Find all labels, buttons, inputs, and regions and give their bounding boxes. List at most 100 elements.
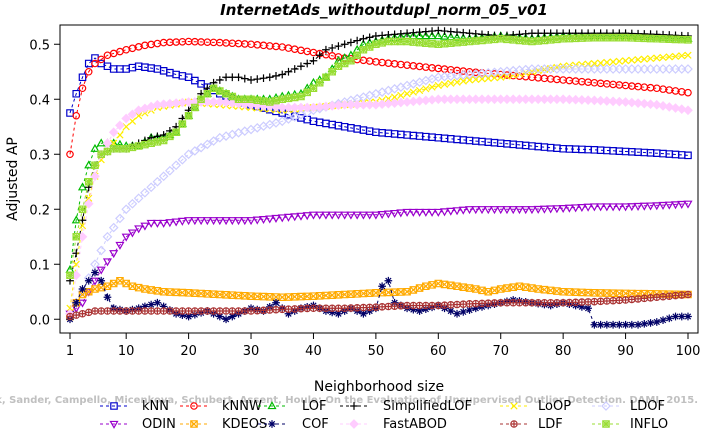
point-fastabod-65 xyxy=(464,94,475,105)
point-inflo-77 xyxy=(540,36,549,45)
point-fastabod-68 xyxy=(483,94,494,105)
point-inflo-88 xyxy=(609,33,617,42)
legend-marker-loop xyxy=(510,402,518,410)
point-ldf-40 xyxy=(309,304,318,313)
point-ldf-30 xyxy=(247,307,255,315)
point-fastabod-96 xyxy=(658,101,668,111)
point-odin-98 xyxy=(670,201,681,210)
point-odin-57 xyxy=(415,208,425,217)
point-inflo-52 xyxy=(384,37,393,46)
point-odin-54 xyxy=(396,209,406,218)
point-simplifiedlof-47 xyxy=(353,36,361,45)
series-odin xyxy=(65,200,693,319)
series-knnw xyxy=(66,37,692,159)
point-fastabod-61 xyxy=(439,94,450,105)
point-ldf-39 xyxy=(303,304,312,313)
point-odin-91 xyxy=(627,203,637,212)
legend-label-simplifiedlof: SimplifiedLOF xyxy=(383,399,472,414)
point-ldf-67 xyxy=(478,299,486,308)
point-ldf-96 xyxy=(659,292,667,301)
point-fastabod-67 xyxy=(477,94,487,105)
point-ldof-17 xyxy=(165,165,175,176)
point-inflo-21 xyxy=(191,103,199,112)
point-ldof-10 xyxy=(121,204,132,215)
point-loop-95 xyxy=(653,54,661,62)
point-loop-88 xyxy=(609,58,617,66)
point-loop-85 xyxy=(590,59,598,68)
point-inflo-37 xyxy=(290,93,299,102)
y-tick-label: 0.0 xyxy=(29,313,50,328)
point-inflo-45 xyxy=(340,59,349,68)
point-fastabod-74 xyxy=(520,94,531,105)
point-ldof-9 xyxy=(115,213,125,224)
point-fastabod-64 xyxy=(458,94,469,105)
point-loop-59 xyxy=(428,83,436,91)
point-fastabod-92 xyxy=(633,98,643,108)
point-inflo-24 xyxy=(209,84,218,93)
point-ldf-24 xyxy=(209,307,218,315)
legend-entry-inflo: INFLO xyxy=(592,417,668,432)
point-ldf-4 xyxy=(84,308,93,317)
point-odin-27 xyxy=(227,217,237,226)
legend-label-cof: COF xyxy=(302,417,329,432)
point-odin-73 xyxy=(514,206,525,215)
point-ldof-89 xyxy=(614,64,625,74)
point-ldof-77 xyxy=(539,64,550,74)
point-ldf-94 xyxy=(646,293,655,302)
point-inflo-64 xyxy=(459,38,468,46)
point-inflo-34 xyxy=(272,96,280,105)
point-ldof-22 xyxy=(196,142,206,153)
point-ldf-78 xyxy=(546,298,555,307)
point-cof-27 xyxy=(228,312,237,321)
point-fastabod-38 xyxy=(296,102,306,113)
point-cof-96 xyxy=(659,316,667,325)
point-ldf-33 xyxy=(265,306,274,314)
point-inflo-97 xyxy=(665,35,674,43)
point-inflo-16 xyxy=(159,136,168,145)
point-inflo-27 xyxy=(228,92,237,101)
point-inflo-47 xyxy=(353,51,361,60)
point-fastabod-24 xyxy=(208,97,219,107)
point-loop-61 xyxy=(440,80,449,89)
legend-entry-knn: kNN xyxy=(100,399,169,414)
point-kdeos-55 xyxy=(403,287,411,296)
point-odin-45 xyxy=(340,211,350,220)
point-fastabod-82 xyxy=(570,94,581,105)
point-loop-64 xyxy=(459,77,467,85)
point-cof-98 xyxy=(671,312,680,321)
point-ldf-27 xyxy=(228,307,237,315)
point-inflo-7 xyxy=(103,147,112,156)
point-odin-55 xyxy=(402,208,412,217)
point-inflo-62 xyxy=(446,39,455,47)
point-odin-72 xyxy=(508,206,518,215)
legend: kNN kNNW LOF SimplifiedLOF LoOP LDOF ODIN KDEOS… xyxy=(100,399,668,432)
point-odin-74 xyxy=(521,206,531,215)
point-inflo-17 xyxy=(166,132,174,141)
point-ldf-38 xyxy=(297,304,305,313)
point-ldof-79 xyxy=(552,64,562,74)
point-ldof-94 xyxy=(645,64,656,74)
point-lof-6 xyxy=(96,138,106,147)
point-ldof-7 xyxy=(102,231,113,242)
point-fastabod-45 xyxy=(339,99,350,110)
point-ldf-82 xyxy=(571,298,580,307)
point-kdeos-58 xyxy=(422,282,430,291)
point-odin-86 xyxy=(596,203,606,212)
point-inflo-25 xyxy=(216,87,224,95)
legend-marker-ldof xyxy=(601,401,611,411)
point-ldf-15 xyxy=(153,307,162,315)
x-tick-label: 60 xyxy=(430,344,447,359)
point-ldof-87 xyxy=(602,64,612,74)
watermark: Campos, Zimek, Sander, Campello, Micenko… xyxy=(0,395,698,406)
point-inflo-2 xyxy=(72,232,81,241)
point-ldf-62 xyxy=(446,301,455,309)
point-inflo-14 xyxy=(147,139,155,148)
point-simplifiedlof-44 xyxy=(334,42,343,50)
point-inflo-74 xyxy=(521,37,530,45)
point-lof-60 xyxy=(433,31,443,40)
point-lof-2 xyxy=(71,215,81,224)
legend-label-loop: LoOP xyxy=(538,399,571,414)
point-odin-81 xyxy=(564,204,574,213)
point-ldf-71 xyxy=(503,298,511,307)
